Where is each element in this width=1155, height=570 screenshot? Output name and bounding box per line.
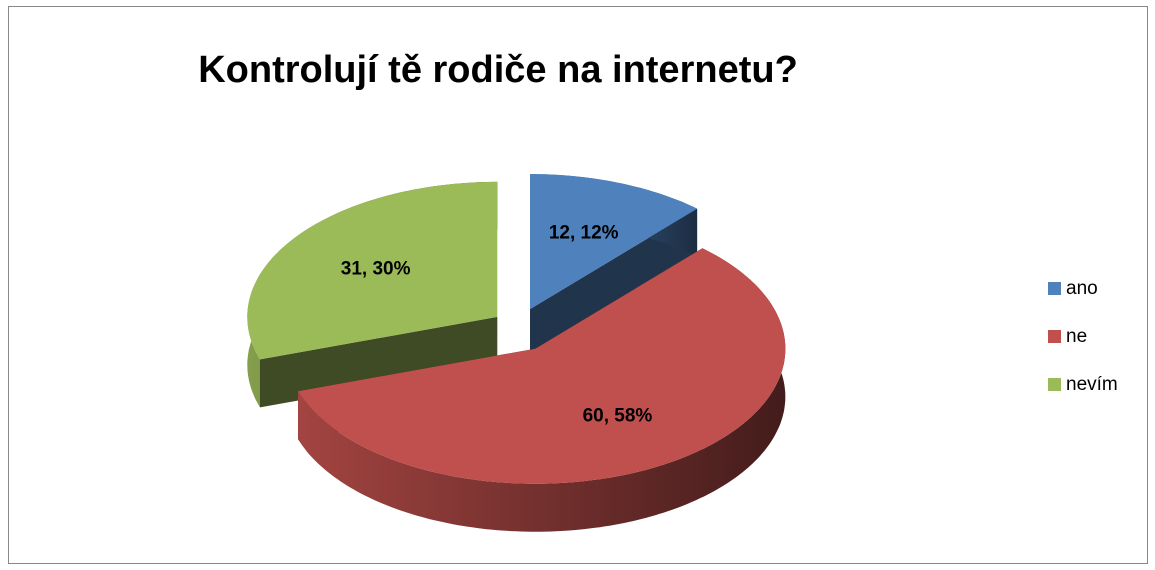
data-label: 31, 30% — [341, 258, 411, 279]
pie-slice — [247, 181, 498, 408]
legend-label: nevím — [1066, 374, 1118, 395]
chart-title: Kontrolují tě rodiče na internetu? — [198, 49, 798, 91]
slice-top — [298, 248, 786, 484]
data-label: 12, 12% — [549, 222, 619, 243]
legend-label: ne — [1066, 326, 1087, 347]
legend-swatch — [1048, 330, 1061, 343]
slice-top — [530, 174, 698, 310]
legend-swatch — [1048, 378, 1061, 391]
slice-top — [247, 181, 498, 360]
legend-label: ano — [1066, 278, 1098, 299]
slice-side — [260, 316, 498, 408]
pie-slice — [298, 248, 786, 532]
legend-swatch — [1048, 282, 1061, 295]
pie-slice — [530, 174, 698, 358]
data-label: 60, 58% — [583, 406, 653, 427]
slice-side — [530, 208, 698, 358]
